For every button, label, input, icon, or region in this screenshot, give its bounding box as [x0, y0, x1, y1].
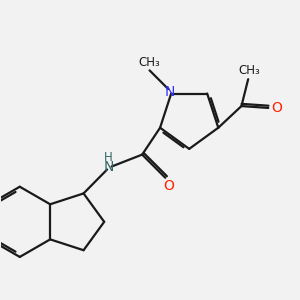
Text: H: H	[104, 151, 113, 164]
Text: CH₃: CH₃	[239, 64, 260, 77]
Text: O: O	[271, 101, 282, 115]
Text: N: N	[103, 160, 114, 174]
Text: CH₃: CH₃	[138, 56, 160, 69]
Text: N: N	[164, 85, 175, 99]
Text: O: O	[163, 179, 174, 193]
